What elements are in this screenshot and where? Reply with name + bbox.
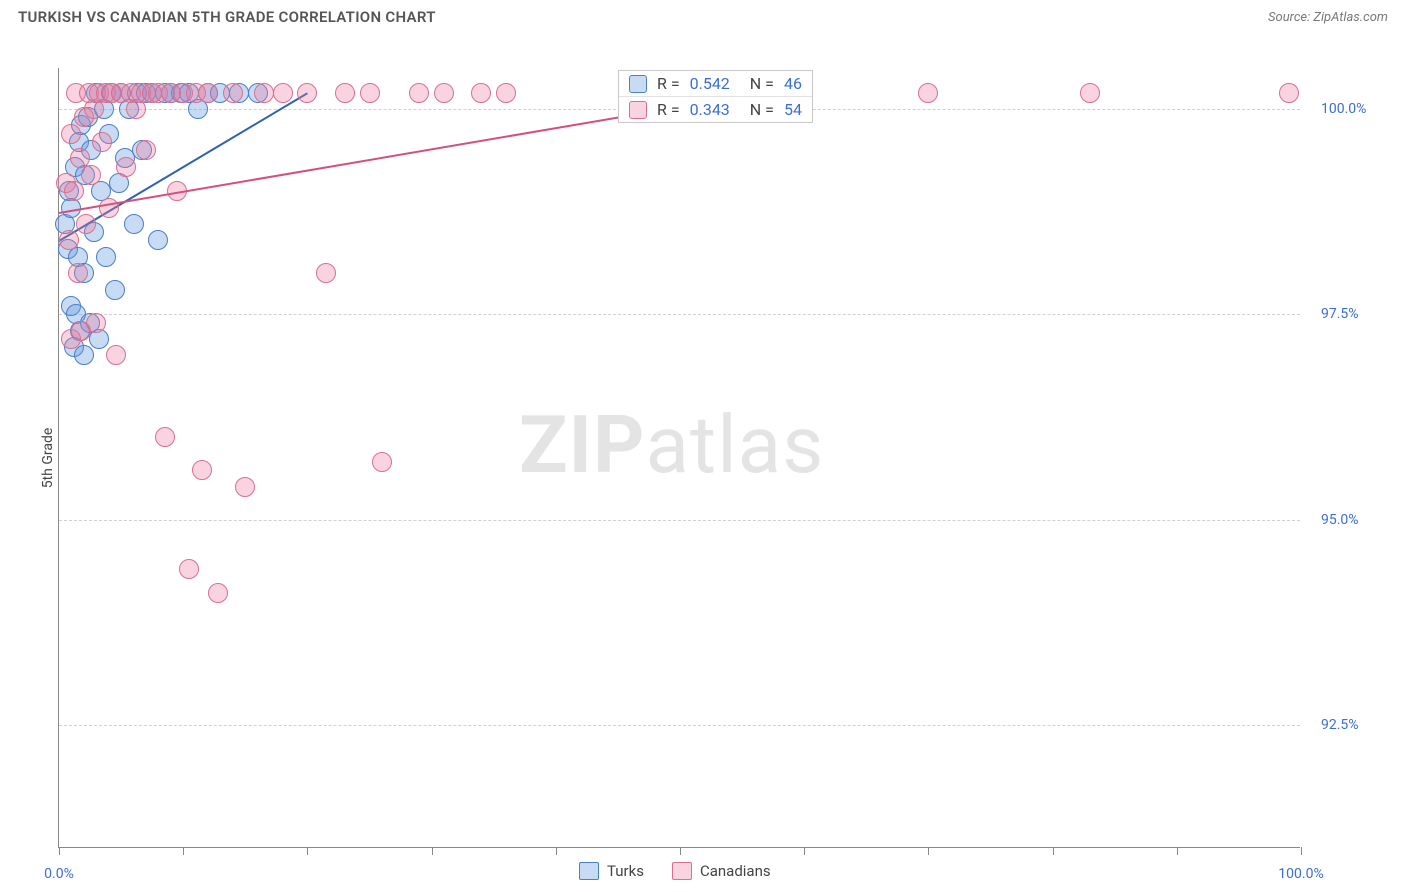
data-point (92, 132, 112, 152)
data-point (74, 345, 94, 365)
data-point (1080, 83, 1100, 103)
chart-source: Source: ZipAtlas.com (1268, 10, 1388, 25)
data-point (86, 313, 106, 333)
data-point (223, 83, 243, 103)
stat-n-value: 46 (784, 74, 802, 93)
data-point (179, 559, 199, 579)
legend-label: Turks (607, 862, 644, 880)
chart-title: TURKISH VS CANADIAN 5TH GRADE CORRELATIO… (18, 8, 436, 26)
stat-r-label: R = (657, 100, 680, 119)
data-point (64, 181, 84, 201)
data-point (471, 83, 491, 103)
stat-row: R = 0.542 N = 46 (619, 71, 812, 96)
data-point (61, 124, 81, 144)
data-point (148, 230, 168, 250)
data-point (81, 165, 101, 185)
x-tick (183, 847, 184, 855)
legend-item: Turks (579, 862, 644, 880)
data-point (372, 452, 392, 472)
data-point (316, 263, 336, 283)
plot-area: 100.0%97.5%95.0%92.5%0.0%100.0% (58, 68, 1300, 848)
legend-item: Canadians (672, 862, 771, 880)
data-point (192, 460, 212, 480)
x-tick (1301, 847, 1302, 855)
x-tick (680, 847, 681, 855)
stat-n-label: N = (750, 74, 774, 93)
x-tick (1053, 847, 1054, 855)
gridline-h (59, 520, 1300, 521)
x-tick (556, 847, 557, 855)
data-point (105, 280, 125, 300)
stat-r-label: R = (657, 74, 680, 93)
data-point (106, 345, 126, 365)
data-point (68, 263, 88, 283)
x-tick (804, 847, 805, 855)
x-tick (59, 847, 60, 855)
chart-header: TURKISH VS CANADIAN 5TH GRADE CORRELATIO… (0, 0, 1406, 30)
legend-swatch (629, 75, 647, 93)
gridline-h (59, 314, 1300, 315)
y-tick-label: 92.5% (1321, 717, 1359, 733)
x-tick (1177, 847, 1178, 855)
y-tick-label: 97.5% (1321, 306, 1359, 322)
x-tick-label: 100.0% (1278, 866, 1323, 882)
data-point (96, 247, 116, 267)
data-point (335, 83, 355, 103)
legend-swatch (579, 862, 599, 880)
correlation-stats-box: R = 0.542 N = 46 R = 0.343 N = 54 (618, 70, 813, 123)
data-point (434, 83, 454, 103)
data-point (124, 214, 144, 234)
data-point (409, 83, 429, 103)
data-point (297, 83, 317, 103)
stat-r-value: 0.343 (690, 100, 730, 119)
x-tick (307, 847, 308, 855)
data-point (1279, 83, 1299, 103)
x-tick (928, 847, 929, 855)
x-tick (432, 847, 433, 855)
legend-label: Canadians (700, 862, 771, 880)
stat-r-value: 0.542 (690, 74, 730, 93)
data-point (208, 583, 228, 603)
y-tick-label: 100.0% (1321, 101, 1366, 117)
data-point (198, 83, 218, 103)
data-point (496, 83, 516, 103)
data-point (273, 83, 293, 103)
stat-n-value: 54 (784, 100, 802, 119)
y-tick-label: 95.0% (1321, 512, 1359, 528)
data-point (136, 140, 156, 160)
stat-n-label: N = (750, 100, 774, 119)
legend-swatch (629, 101, 647, 119)
y-axis-label: 5th Grade (40, 428, 56, 489)
data-point (116, 157, 136, 177)
stat-row: R = 0.343 N = 54 (619, 96, 812, 122)
data-point (918, 83, 938, 103)
data-point (59, 230, 79, 250)
gridline-h (59, 725, 1300, 726)
data-point (254, 83, 274, 103)
data-point (360, 83, 380, 103)
data-point (99, 198, 119, 218)
legend-swatch (672, 862, 692, 880)
data-point (76, 214, 96, 234)
data-point (155, 427, 175, 447)
series-legend: Turks Canadians (579, 862, 771, 880)
data-point (235, 477, 255, 497)
x-tick-label: 0.0% (44, 866, 74, 882)
